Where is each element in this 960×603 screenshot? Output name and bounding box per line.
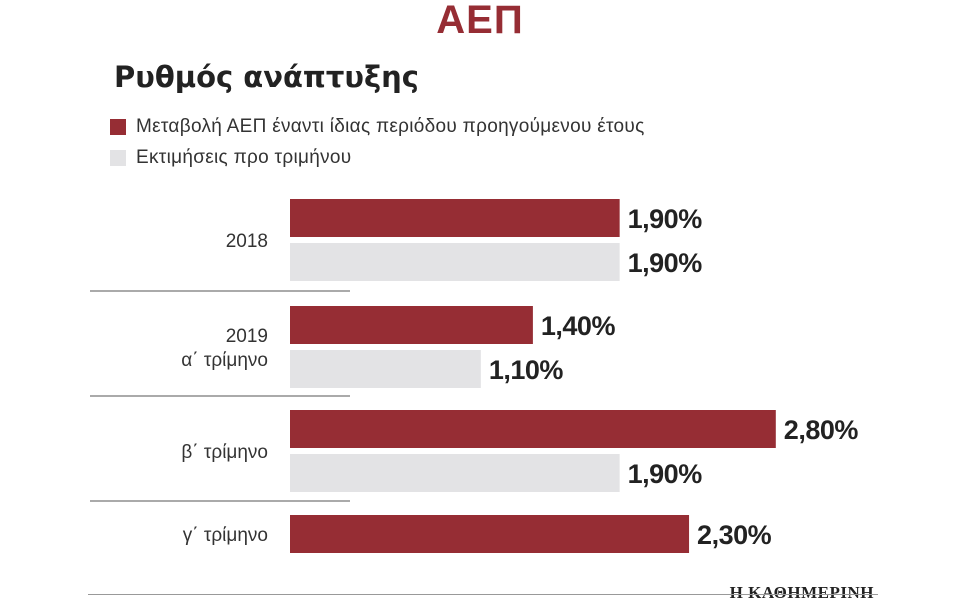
- chart-title: ΑΕΠ: [436, 0, 524, 42]
- category-label: 2019: [226, 326, 268, 347]
- bar-actual: [290, 515, 690, 553]
- data-label: 1,90%: [628, 248, 703, 278]
- data-label: 1,90%: [628, 204, 703, 234]
- bar-estimate: [290, 454, 620, 492]
- data-label: 2,30%: [697, 520, 772, 550]
- legend-item-estimate: Εκτιμήσεις προ τριμήνου: [110, 144, 645, 172]
- bar-actual: [290, 306, 533, 344]
- bar-estimate: [290, 243, 620, 281]
- data-label: 2,80%: [784, 415, 859, 445]
- data-label: 1,10%: [489, 355, 564, 385]
- category-label: α΄ τρίμηνο: [181, 350, 268, 371]
- legend-label-actual: Μεταβολή ΑΕΠ έναντι ίδιας περιόδου προηγ…: [136, 116, 645, 137]
- legend: Μεταβολή ΑΕΠ έναντι ίδιας περιόδου προηγ…: [110, 113, 645, 172]
- legend-item-actual: Μεταβολή ΑΕΠ έναντι ίδιας περιόδου προηγ…: [110, 113, 645, 141]
- category-label: γ΄ τρίμηνο: [183, 525, 268, 546]
- footer-rule: [88, 594, 878, 595]
- legend-swatch-estimate: [110, 150, 126, 166]
- category-label: 2018: [226, 231, 268, 252]
- bar-estimate: [290, 350, 481, 388]
- legend-swatch-actual: [110, 119, 126, 135]
- data-label: 1,40%: [541, 311, 616, 341]
- bar-actual: [290, 410, 776, 448]
- brand-logo: Η ΚΑΘΗΜΕΡΙΝΗ: [729, 583, 874, 602]
- data-label: 1,90%: [628, 459, 703, 489]
- chart-subtitle: Ρυθμός ανάπτυξης: [114, 60, 419, 94]
- category-label: β΄ τρίμηνο: [181, 442, 268, 463]
- legend-label-estimate: Εκτιμήσεις προ τριμήνου: [136, 147, 352, 168]
- bar-actual: [290, 199, 620, 237]
